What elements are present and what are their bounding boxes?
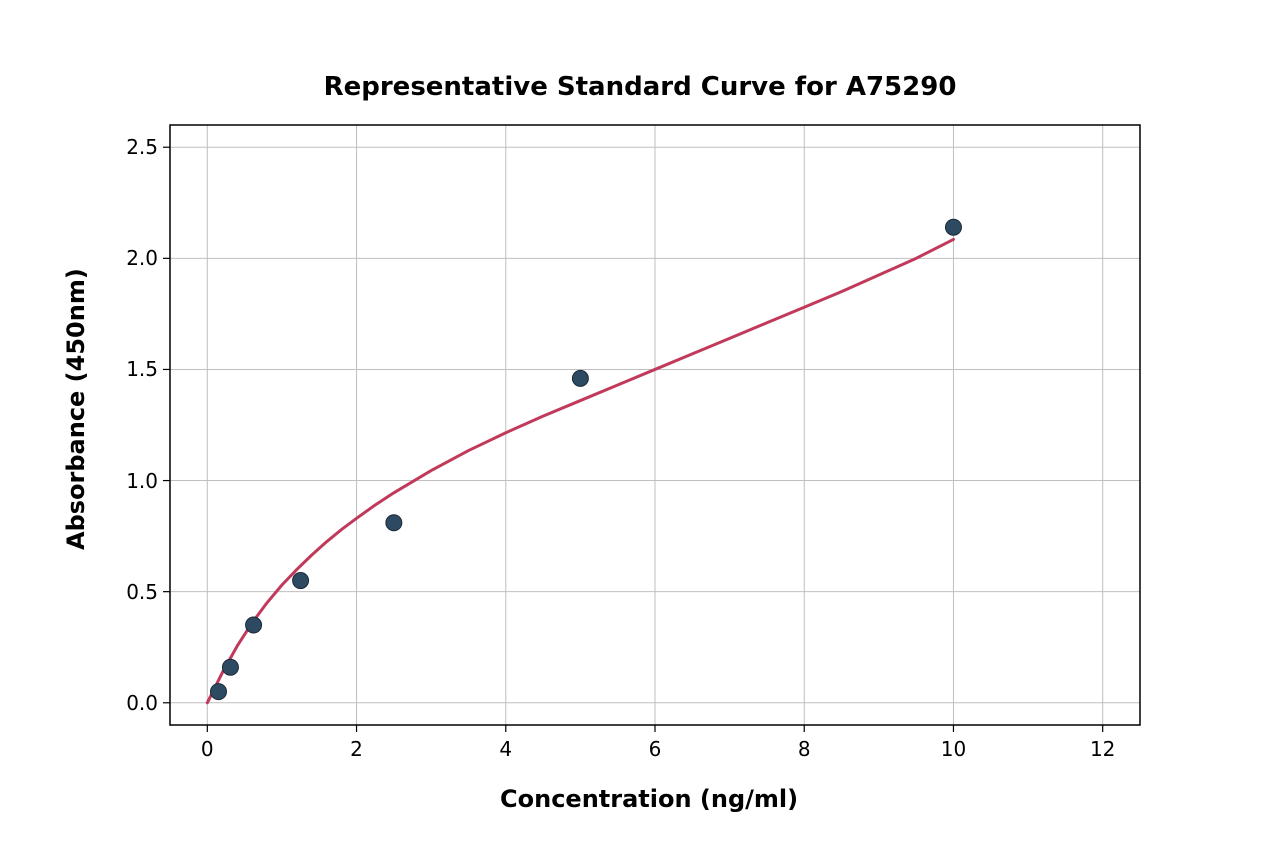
y-axis-label: Absorbance (450nm) [62,268,90,550]
y-tick-label: 1.5 [110,357,158,381]
x-tick-label: 4 [486,737,526,761]
y-tick-label: 0.0 [110,691,158,715]
x-tick-label: 12 [1083,737,1123,761]
y-tick-label: 2.5 [110,135,158,159]
chart-title: Representative Standard Curve for A75290 [0,72,1280,102]
x-tick-label: 0 [187,737,227,761]
y-tick-label: 1.0 [110,469,158,493]
x-tick-label: 8 [784,737,824,761]
x-tick-label: 10 [933,737,973,761]
x-axis-label: Concentration (ng/ml) [500,785,798,813]
y-tick-label: 2.0 [110,246,158,270]
chart-svg [0,0,1280,845]
y-tick-label: 0.5 [110,580,158,604]
chart-container: Representative Standard Curve for A75290… [0,0,1280,845]
x-tick-label: 6 [635,737,675,761]
x-tick-label: 2 [337,737,377,761]
